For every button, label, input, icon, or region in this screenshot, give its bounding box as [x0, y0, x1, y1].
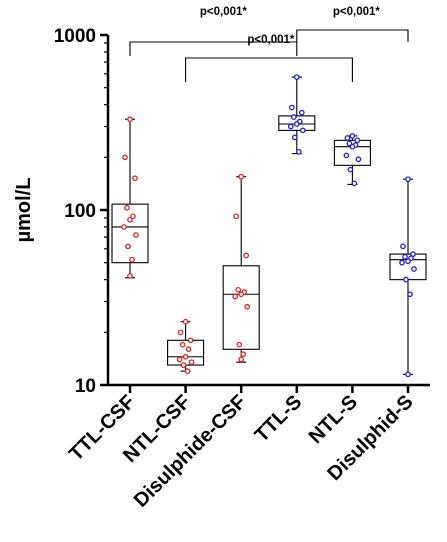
data-point	[400, 243, 406, 250]
data-point	[233, 213, 240, 220]
data-point	[179, 341, 186, 348]
data-point	[287, 123, 294, 130]
data-point	[133, 232, 139, 238]
data-point	[349, 133, 356, 139]
data-point	[185, 346, 192, 353]
data-point	[182, 353, 189, 360]
iqr-box	[278, 115, 316, 131]
data-point	[347, 166, 354, 173]
p-value-label: p<0,001*	[200, 6, 248, 18]
data-point	[355, 156, 362, 163]
data-point	[177, 329, 184, 336]
data-point	[298, 109, 305, 116]
data-point	[346, 140, 353, 147]
data-point	[235, 286, 242, 293]
data-point	[182, 318, 189, 325]
data-point	[176, 356, 183, 363]
data-point	[290, 114, 297, 120]
data-point	[236, 341, 243, 348]
data-point	[180, 362, 187, 368]
data-point	[295, 148, 302, 155]
data-point	[411, 266, 417, 272]
box-disulphid-s	[389, 178, 427, 375]
y-tick-label: 10	[75, 376, 96, 397]
data-point	[238, 356, 245, 363]
bracket-line	[129, 41, 298, 56]
data-point	[399, 259, 405, 266]
data-point	[127, 273, 133, 279]
significance-brackets: p<0,001* p<0,001* p<0,001*	[129, 6, 409, 82]
data-point	[187, 337, 194, 344]
data-point	[130, 213, 136, 220]
data-point	[288, 104, 295, 111]
data-point	[129, 256, 135, 263]
data-point	[184, 368, 191, 374]
data-point	[127, 116, 133, 123]
box-ttl-s	[278, 76, 316, 155]
data-point	[240, 351, 247, 358]
data-point	[349, 143, 356, 150]
bracket-line	[296, 29, 409, 42]
box-ttl-csf	[111, 118, 149, 279]
data-point	[351, 180, 358, 187]
iqr-box	[333, 139, 371, 166]
boxes	[111, 76, 427, 375]
y-tick-label: 1000	[54, 26, 96, 47]
box-ntl-s	[333, 135, 371, 185]
data-point	[405, 176, 411, 183]
data-point	[243, 252, 250, 259]
data-point	[291, 134, 298, 141]
data-point	[121, 224, 127, 230]
data-point	[293, 121, 300, 127]
data-point	[244, 303, 251, 310]
iqr-box	[111, 203, 149, 264]
data-point	[405, 371, 411, 378]
data-point	[188, 359, 195, 366]
data-point	[402, 253, 408, 260]
data-point	[124, 204, 130, 211]
y-tick-label: 100	[64, 201, 96, 222]
data-point	[127, 216, 133, 223]
data-point	[125, 243, 131, 250]
data-point	[343, 152, 350, 159]
axes: 10 100 1000	[54, 26, 430, 397]
significance-bracket: p<0,001*	[296, 6, 409, 42]
y-axis-label: µmol/L	[13, 178, 35, 243]
data-point	[405, 258, 411, 265]
p-value-label: p<0,001*	[247, 34, 295, 46]
iqr-box	[167, 339, 205, 366]
iqr-box	[389, 253, 427, 281]
data-point	[238, 173, 245, 180]
significance-bracket: p<0,001*	[129, 6, 298, 56]
data-point	[407, 291, 413, 298]
data-point	[293, 74, 300, 80]
data-point	[299, 127, 306, 134]
data-point	[354, 137, 361, 144]
bracket-line	[185, 57, 353, 82]
data-point	[132, 175, 138, 182]
iqr-box	[222, 265, 260, 350]
data-point	[232, 293, 239, 300]
p-value-label: p<0,001*	[333, 6, 381, 18]
box-disulphide-csf	[222, 176, 260, 363]
data-point	[344, 135, 351, 141]
data-point	[238, 291, 245, 298]
significance-bracket: p<0,001*	[185, 34, 353, 82]
x-category-label: TTL-S	[251, 391, 307, 447]
data-point	[122, 154, 128, 161]
data-points	[121, 74, 417, 378]
data-point	[403, 276, 409, 283]
